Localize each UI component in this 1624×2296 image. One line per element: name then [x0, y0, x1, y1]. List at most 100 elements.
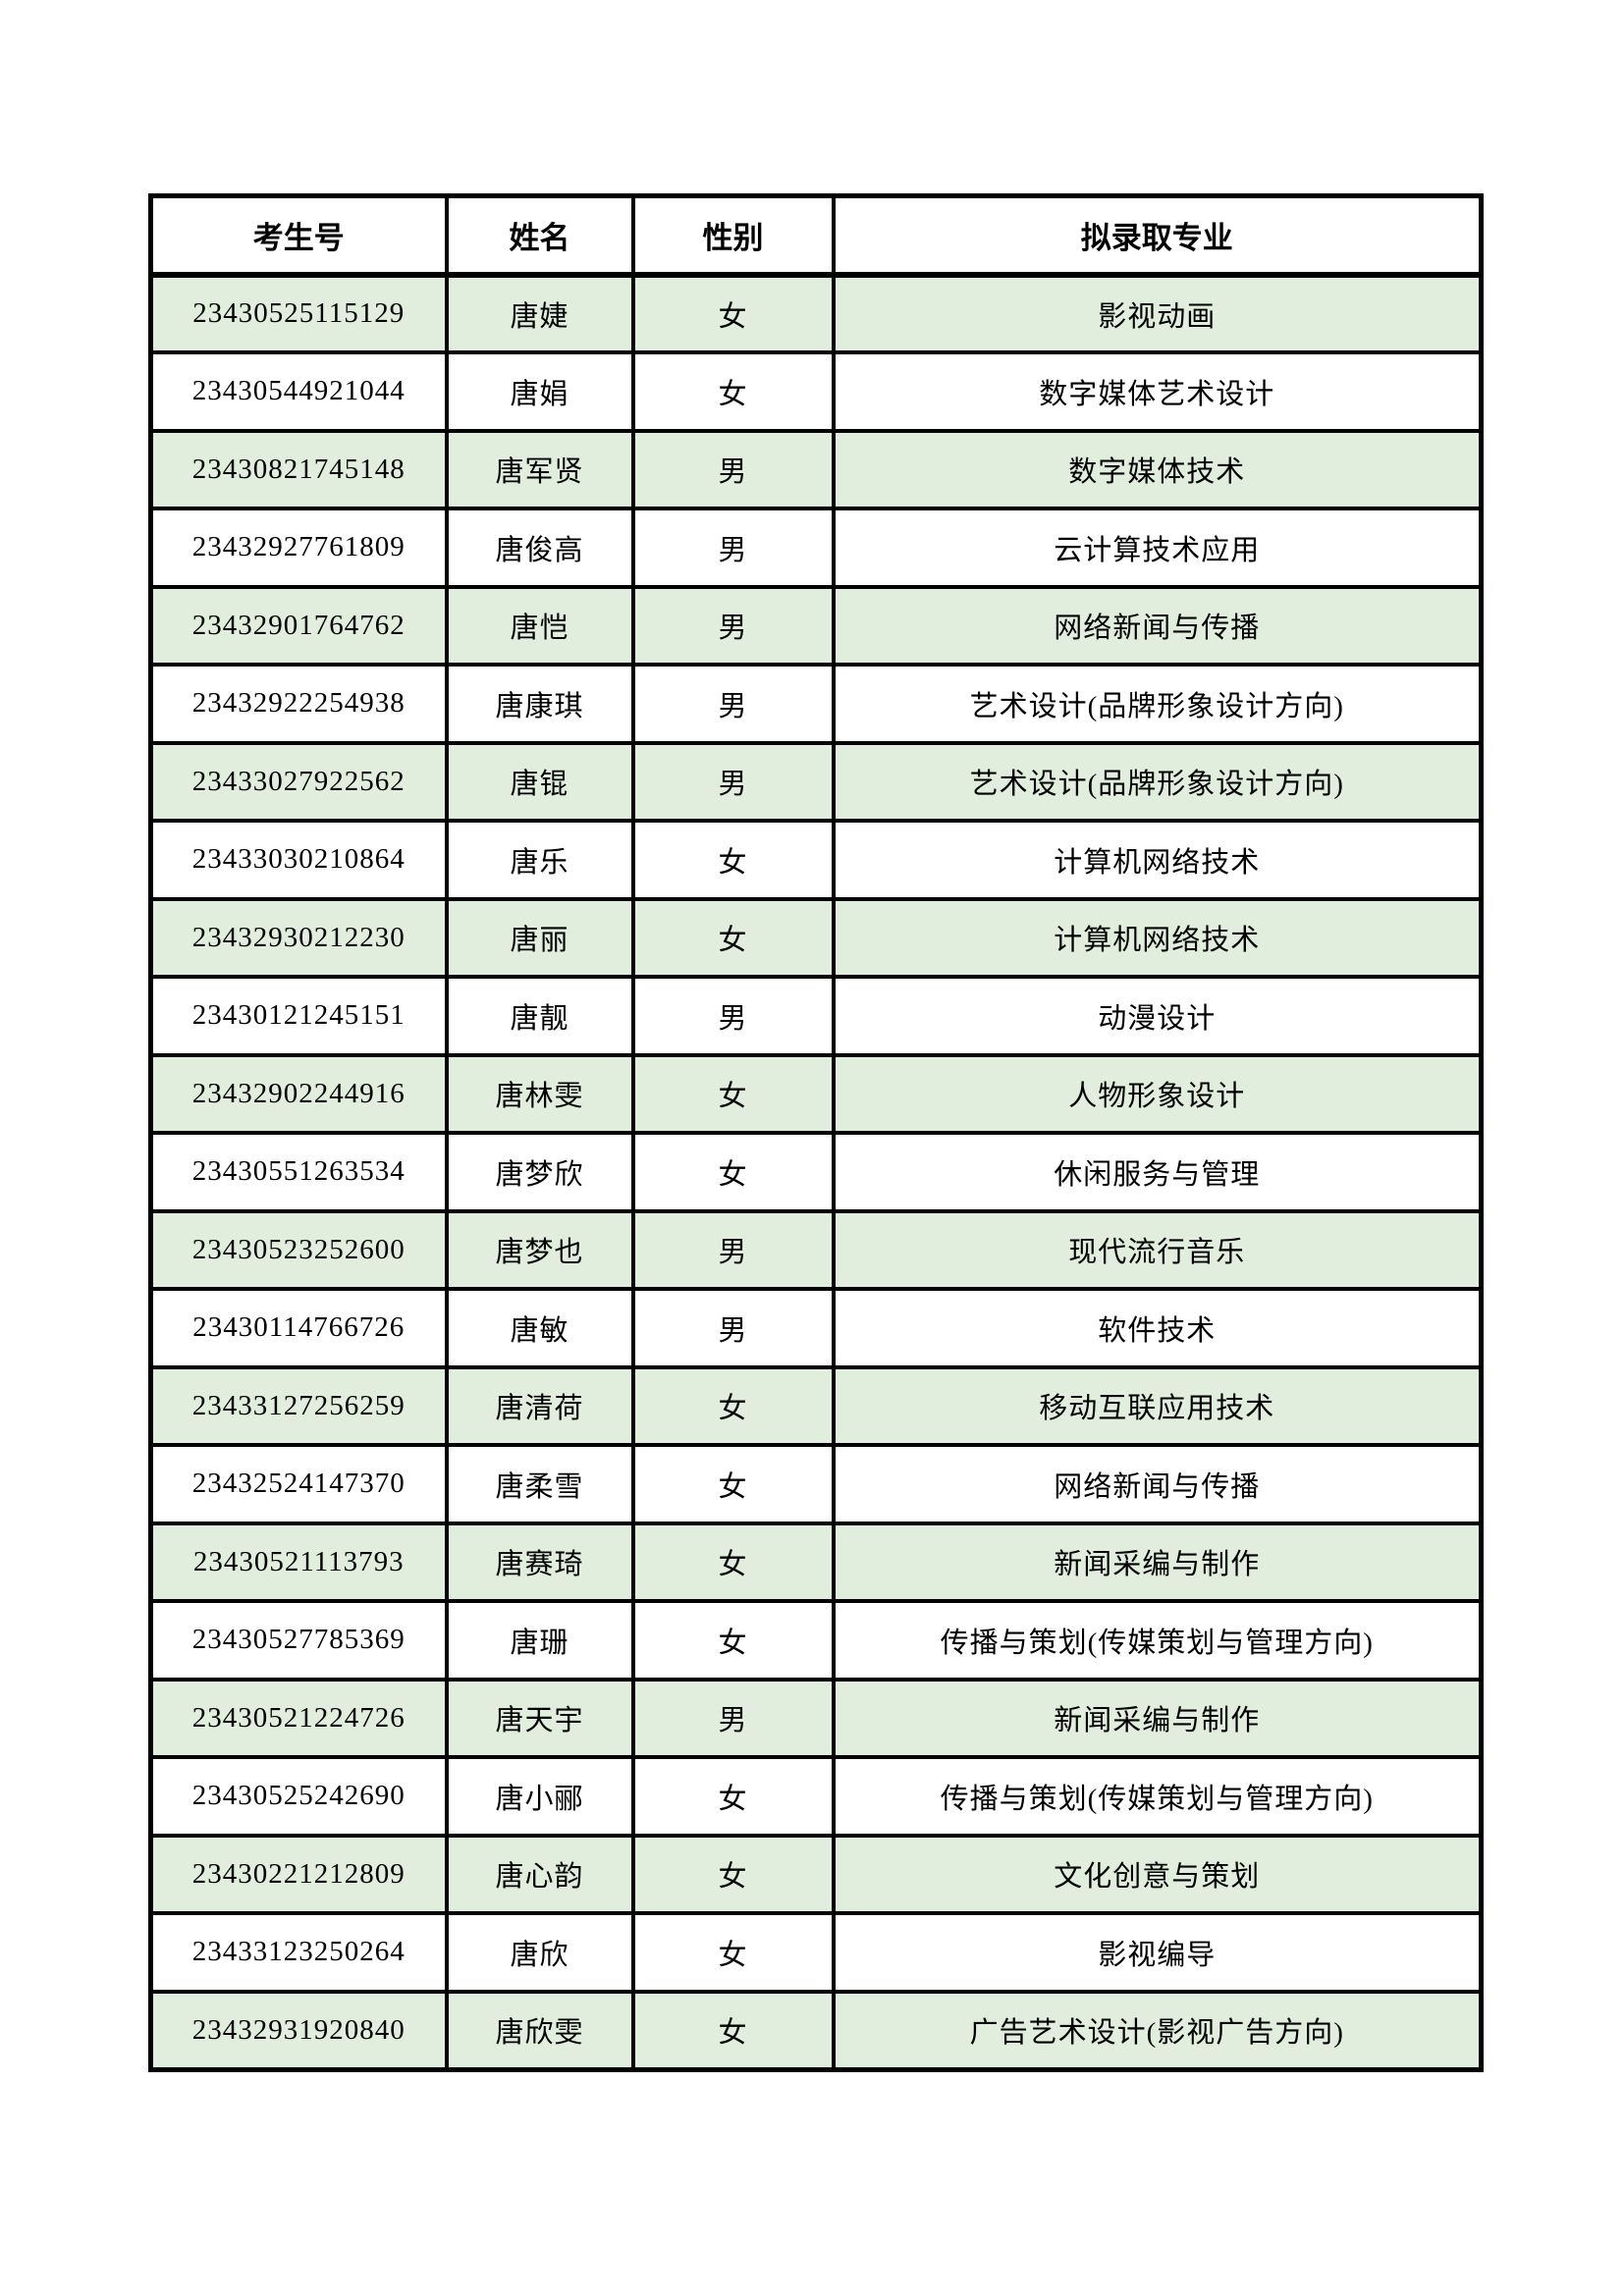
major-cell: 广告艺术设计(影视广告方向) [831, 1989, 1484, 2071]
name-cell: 唐欣雯 [444, 1989, 635, 2071]
name-cell: 唐林雯 [444, 1052, 635, 1135]
name-cell: 唐赛琦 [444, 1521, 635, 1603]
table-row: 23430527785369 唐珊 女 传播与策划(传媒策划与管理方向) [148, 1599, 1484, 1682]
name-cell: 唐乐 [444, 819, 635, 901]
table-row: 23433027922562 唐锟 男 艺术设计(品牌形象设计方向) [148, 740, 1484, 823]
header-name: 姓名 [444, 193, 635, 278]
gender-cell: 男 [630, 1287, 836, 1369]
major-cell: 网络新闻与传播 [831, 584, 1484, 667]
candidate-number-cell: 23430525115129 [148, 272, 449, 354]
gender-cell: 女 [630, 896, 836, 979]
name-cell: 唐俊高 [444, 507, 635, 589]
table-row: 23432931920840 唐欣雯 女 广告艺术设计(影视广告方向) [148, 1989, 1484, 2071]
gender-cell: 女 [630, 1911, 836, 1994]
name-cell: 唐珊 [444, 1599, 635, 1682]
candidate-number-cell: 23430523252600 [148, 1208, 449, 1291]
major-cell: 数字媒体技术 [831, 428, 1484, 510]
name-cell: 唐婕 [444, 272, 635, 354]
name-cell: 唐靓 [444, 975, 635, 1057]
gender-cell: 女 [630, 1833, 836, 1915]
table-row: 23433030210864 唐乐 女 计算机网络技术 [148, 819, 1484, 901]
header-row: 考生号 姓名 性别 拟录取专业 [148, 193, 1484, 278]
name-cell: 唐锟 [444, 740, 635, 823]
table-row: 23430525115129 唐婕 女 影视动画 [148, 272, 1484, 354]
admission-table: 考生号 姓名 性别 拟录取专业 23430525115129 唐婕 女 影视动画… [148, 193, 1484, 2072]
major-cell: 计算机网络技术 [831, 819, 1484, 901]
name-cell: 唐梦欣 [444, 1131, 635, 1213]
table-row: 23430121245151 唐靓 男 动漫设计 [148, 975, 1484, 1057]
major-cell: 动漫设计 [831, 975, 1484, 1057]
table-row: 23430551263534 唐梦欣 女 休闲服务与管理 [148, 1131, 1484, 1213]
table-row: 23432524147370 唐柔雪 女 网络新闻与传播 [148, 1443, 1484, 1525]
major-cell: 软件技术 [831, 1287, 1484, 1369]
gender-cell: 女 [630, 1989, 836, 2071]
candidate-number-cell: 23432930212230 [148, 896, 449, 979]
name-cell: 唐心韵 [444, 1833, 635, 1915]
name-cell: 唐梦也 [444, 1208, 635, 1291]
table-row: 23432901764762 唐恺 男 网络新闻与传播 [148, 584, 1484, 667]
table-row: 23430114766726 唐敏 男 软件技术 [148, 1287, 1484, 1369]
table-row: 23433127256259 唐清荷 女 移动互联应用技术 [148, 1364, 1484, 1447]
major-cell: 传播与策划(传媒策划与管理方向) [831, 1599, 1484, 1682]
major-cell: 人物形象设计 [831, 1052, 1484, 1135]
major-cell: 艺术设计(品牌形象设计方向) [831, 740, 1484, 823]
table-row: 23430221212809 唐心韵 女 文化创意与策划 [148, 1833, 1484, 1915]
major-cell: 移动互联应用技术 [831, 1364, 1484, 1447]
gender-cell: 女 [630, 819, 836, 901]
gender-cell: 女 [630, 272, 836, 354]
gender-cell: 男 [630, 507, 836, 589]
candidate-number-cell: 23430544921044 [148, 350, 449, 433]
gender-cell: 女 [630, 1599, 836, 1682]
name-cell: 唐清荷 [444, 1364, 635, 1447]
candidate-number-cell: 23430221212809 [148, 1833, 449, 1915]
name-cell: 唐恺 [444, 584, 635, 667]
table-row: 23432922254938 唐康琪 男 艺术设计(品牌形象设计方向) [148, 663, 1484, 745]
gender-cell: 男 [630, 1677, 836, 1759]
gender-cell: 男 [630, 975, 836, 1057]
major-cell: 网络新闻与传播 [831, 1443, 1484, 1525]
candidate-number-cell: 23433127256259 [148, 1364, 449, 1447]
candidate-number-cell: 23433027922562 [148, 740, 449, 823]
gender-cell: 女 [630, 1521, 836, 1603]
candidate-number-cell: 23432524147370 [148, 1443, 449, 1525]
gender-cell: 男 [630, 584, 836, 667]
candidate-number-cell: 23433123250264 [148, 1911, 449, 1994]
gender-cell: 女 [630, 1364, 836, 1447]
candidate-number-cell: 23430525242690 [148, 1755, 449, 1838]
major-cell: 数字媒体艺术设计 [831, 350, 1484, 433]
gender-cell: 女 [630, 1052, 836, 1135]
major-cell: 新闻采编与制作 [831, 1677, 1484, 1759]
gender-cell: 男 [630, 1208, 836, 1291]
name-cell: 唐小郦 [444, 1755, 635, 1838]
major-cell: 新闻采编与制作 [831, 1521, 1484, 1603]
candidate-number-cell: 23430121245151 [148, 975, 449, 1057]
name-cell: 唐柔雪 [444, 1443, 635, 1525]
name-cell: 唐军贤 [444, 428, 635, 510]
major-cell: 文化创意与策划 [831, 1833, 1484, 1915]
gender-cell: 女 [630, 1755, 836, 1838]
name-cell: 唐娟 [444, 350, 635, 433]
candidate-number-cell: 23432922254938 [148, 663, 449, 745]
candidate-number-cell: 23432931920840 [148, 1989, 449, 2071]
gender-cell: 男 [630, 663, 836, 745]
header-candidate-number: 考生号 [148, 193, 449, 278]
table-row: 23430521113793 唐赛琦 女 新闻采编与制作 [148, 1521, 1484, 1603]
major-cell: 影视动画 [831, 272, 1484, 354]
gender-cell: 男 [630, 428, 836, 510]
major-cell: 艺术设计(品牌形象设计方向) [831, 663, 1484, 745]
table-row: 23432927761809 唐俊高 男 云计算技术应用 [148, 507, 1484, 589]
name-cell: 唐丽 [444, 896, 635, 979]
major-cell: 影视编导 [831, 1911, 1484, 1994]
table-row: 23432902244916 唐林雯 女 人物形象设计 [148, 1052, 1484, 1135]
table-row: 23432930212230 唐丽 女 计算机网络技术 [148, 896, 1484, 979]
major-cell: 休闲服务与管理 [831, 1131, 1484, 1213]
candidate-number-cell: 23430821745148 [148, 428, 449, 510]
table-row: 23433123250264 唐欣 女 影视编导 [148, 1911, 1484, 1994]
header-gender: 性别 [630, 193, 836, 278]
candidate-number-cell: 23430527785369 [148, 1599, 449, 1682]
name-cell: 唐天宇 [444, 1677, 635, 1759]
candidate-number-cell: 23432927761809 [148, 507, 449, 589]
name-cell: 唐敏 [444, 1287, 635, 1369]
candidate-number-cell: 23433030210864 [148, 819, 449, 901]
